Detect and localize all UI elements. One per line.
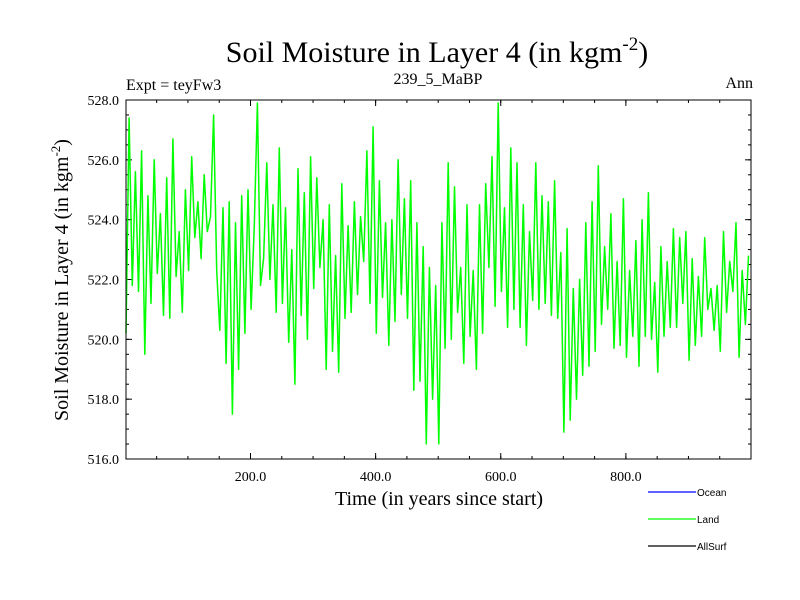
y-tick-label: 520.0 bbox=[88, 333, 120, 348]
x-tick-label: 600.0 bbox=[485, 470, 517, 485]
chart-title: Soil Moisture in Layer 4 (in kgm-2) bbox=[226, 34, 648, 69]
plot-frame bbox=[125, 99, 752, 460]
legend: Ocean Land AllSurf bbox=[648, 488, 727, 553]
series-group bbox=[125, 102, 750, 445]
x-axis-label: Time (in years since start) bbox=[335, 488, 543, 510]
period-label: 239_5_MaBP bbox=[394, 71, 483, 88]
legend-label-ocean: Ocean bbox=[697, 488, 726, 499]
axis-ticks: 516.0 518.0 520.0 522.0 524.0 526.0 528.0 200.0… bbox=[88, 94, 751, 485]
y-tick-label: 526.0 bbox=[88, 154, 120, 169]
y-tick-label: 524.0 bbox=[88, 214, 120, 229]
experiment-label: Expt = teyFw3 bbox=[126, 77, 221, 94]
y-tick-label: 516.0 bbox=[88, 453, 120, 468]
legend-label-land: Land bbox=[697, 515, 719, 526]
x-tick-label: 200.0 bbox=[235, 470, 267, 485]
y-tick-label: 518.0 bbox=[88, 393, 120, 408]
series-line-land bbox=[125, 102, 750, 445]
season-label: Ann bbox=[725, 75, 753, 92]
x-tick-label: 400.0 bbox=[360, 470, 392, 485]
y-tick-label: 522.0 bbox=[88, 274, 120, 289]
y-axis-label: Soil Moisture in Layer 4 (in kgm-2) bbox=[48, 139, 73, 421]
y-tick-label: 528.0 bbox=[88, 94, 120, 109]
legend-label-allsurf: AllSurf bbox=[697, 542, 727, 553]
x-tick-label: 800.0 bbox=[610, 470, 642, 485]
